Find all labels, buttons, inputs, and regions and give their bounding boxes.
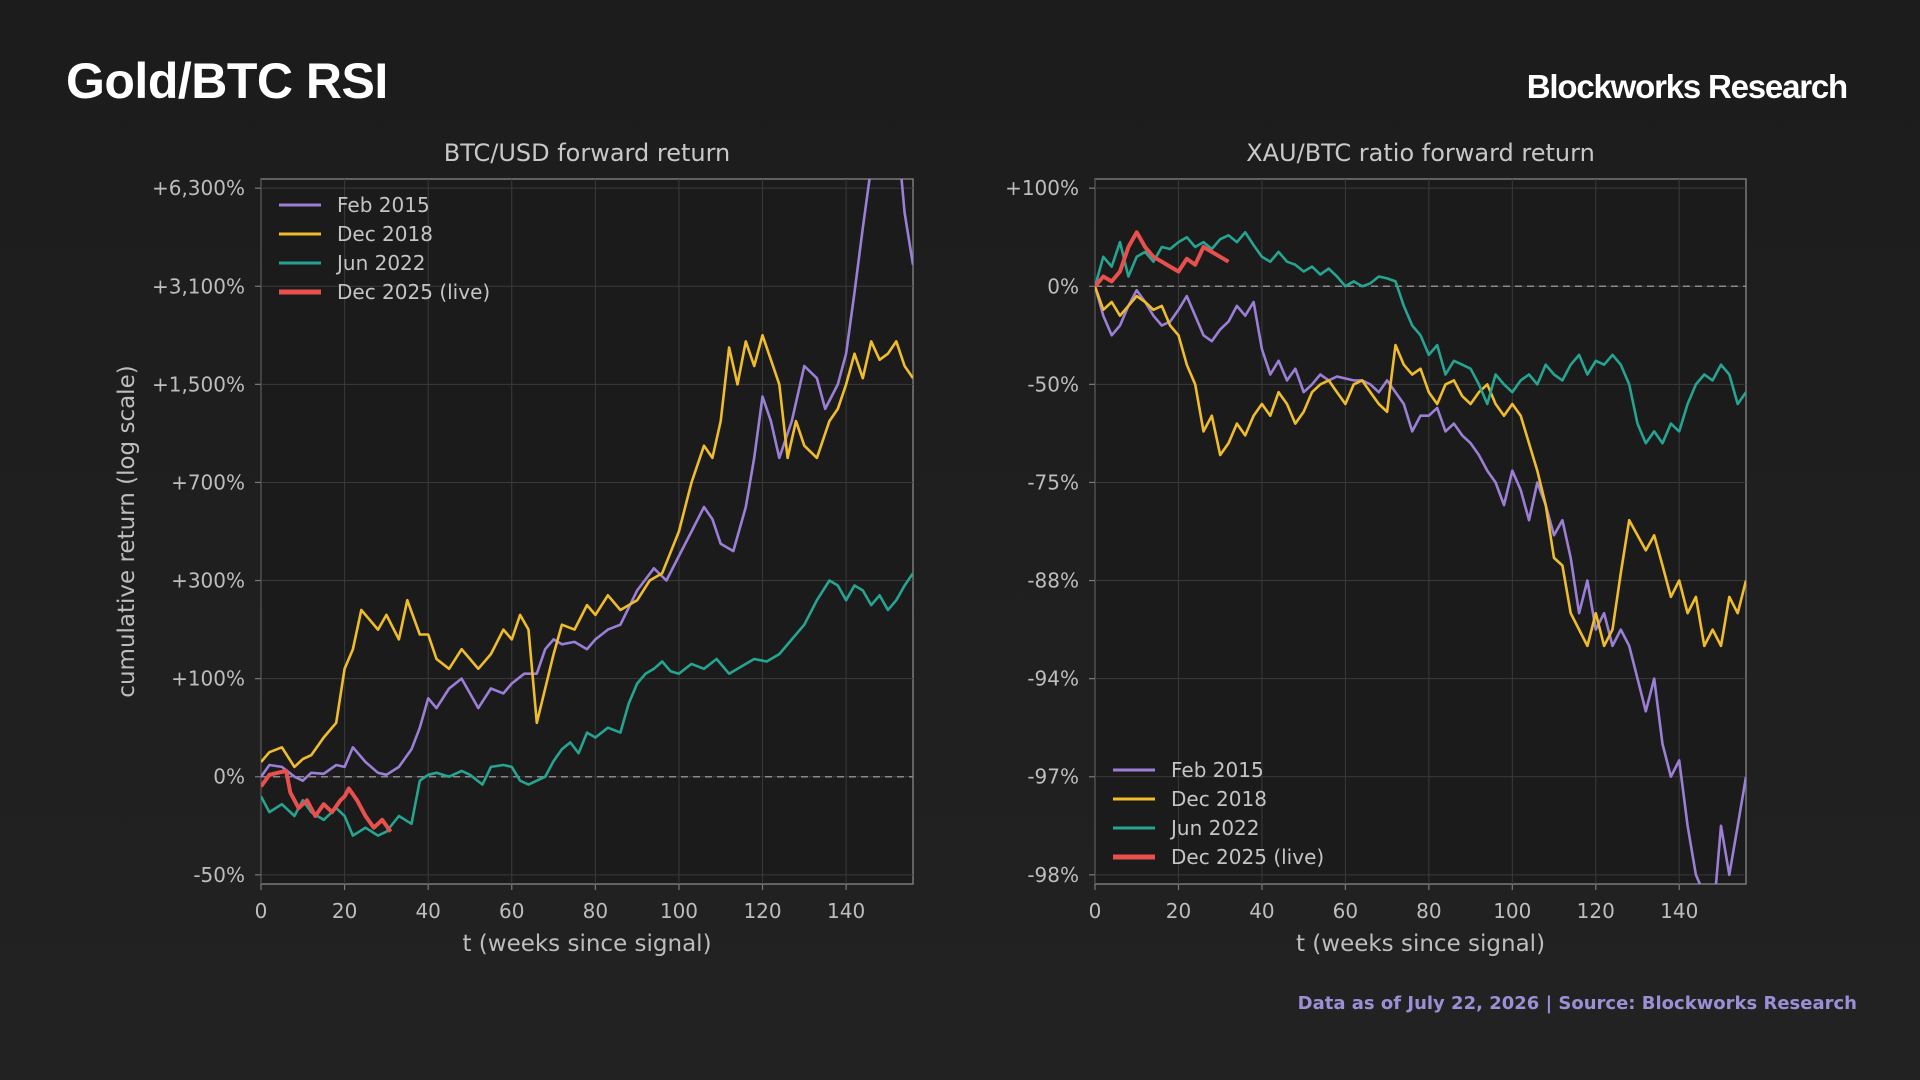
legend-label: Dec 2018	[1171, 787, 1267, 811]
series-line-jun-2022	[1095, 231, 1746, 445]
y-tick-label: 0%	[213, 765, 245, 789]
chart-panel-1: 0 20 40 60 80 100 120 140 -50% 0% +100% +300% +700% +…	[114, 139, 914, 957]
series-line-dec-2018	[1095, 285, 1746, 648]
legend-label: Feb 2015	[337, 193, 430, 217]
legend-label: Jun 2022	[335, 251, 426, 275]
chart-title: XAU/BTC ratio forward return	[1246, 139, 1595, 167]
y-tick-label: 0%	[1047, 274, 1079, 298]
y-tick-label: -75%	[1027, 470, 1079, 494]
x-tick-label: 80	[1416, 899, 1441, 923]
chart-panel-2: 0 20 40 60 80 100 120 140 +100% 0% -50% -75% -88% -94…	[1005, 139, 1747, 957]
x-axis-label: t (weeks since signal)	[462, 931, 711, 957]
series-line-feb-2015	[1095, 285, 1746, 884]
source-note: Data as of July 22, 2026 | Source: Block…	[1297, 993, 1857, 1014]
x-tick-label: 20	[1166, 899, 1191, 923]
x-tick-label: 140	[1660, 899, 1698, 923]
x-tick-label: 0	[255, 899, 268, 923]
y-tick-label: +6,300%	[152, 176, 245, 200]
y-axis-label: cumulative return (log scale)	[114, 365, 140, 697]
y-tick-label: +300%	[171, 569, 245, 593]
y-tick-label: -88%	[1027, 569, 1079, 593]
y-tick-label: +1,500%	[152, 372, 245, 396]
y-tick-label: -50%	[1027, 372, 1079, 396]
y-tick-label: -98%	[1027, 863, 1079, 887]
x-tick-label: 100	[1493, 899, 1531, 923]
x-tick-label: 60	[1333, 899, 1358, 923]
x-tick-label: 100	[660, 899, 698, 923]
x-tick-label: 0	[1089, 899, 1102, 923]
legend-label: Dec 2025 (live)	[1171, 845, 1324, 869]
x-tick-label: 140	[827, 899, 865, 923]
series-line-dec-2018	[261, 333, 913, 769]
y-tick-label: +700%	[171, 470, 245, 494]
legend-label: Jun 2022	[1169, 816, 1260, 840]
y-tick-label: +3,100%	[152, 274, 245, 298]
x-axis-label: t (weeks since signal)	[1296, 931, 1545, 957]
legend-label: Feb 2015	[1171, 758, 1264, 782]
x-tick-label: 40	[1249, 899, 1274, 923]
y-tick-label: +100%	[1005, 176, 1079, 200]
legend-label: Dec 2025 (live)	[337, 280, 490, 304]
plot-area	[1094, 178, 1747, 885]
brand-logo: Blockworks Research	[1526, 68, 1848, 105]
page-title: Gold/BTC RSI	[66, 53, 388, 109]
series-line-jun-2022	[261, 572, 913, 837]
x-tick-label: 120	[1577, 899, 1615, 923]
x-tick-label: 40	[415, 899, 440, 923]
series-line-feb-2015	[261, 179, 913, 783]
y-tick-label: -50%	[193, 863, 245, 887]
y-tick-label: +100%	[171, 667, 245, 691]
series-line-dec-2025-live	[1095, 230, 1230, 288]
x-tick-label: 80	[583, 899, 608, 923]
x-tick-label: 120	[743, 899, 781, 923]
chart-title: BTC/USD forward return	[444, 139, 731, 167]
y-tick-label: -94%	[1027, 667, 1079, 691]
x-tick-label: 60	[499, 899, 524, 923]
legend-label: Dec 2018	[337, 222, 433, 246]
series-line-dec-2025-live	[261, 768, 393, 833]
y-tick-label: -97%	[1027, 765, 1079, 789]
x-tick-label: 20	[332, 899, 357, 923]
